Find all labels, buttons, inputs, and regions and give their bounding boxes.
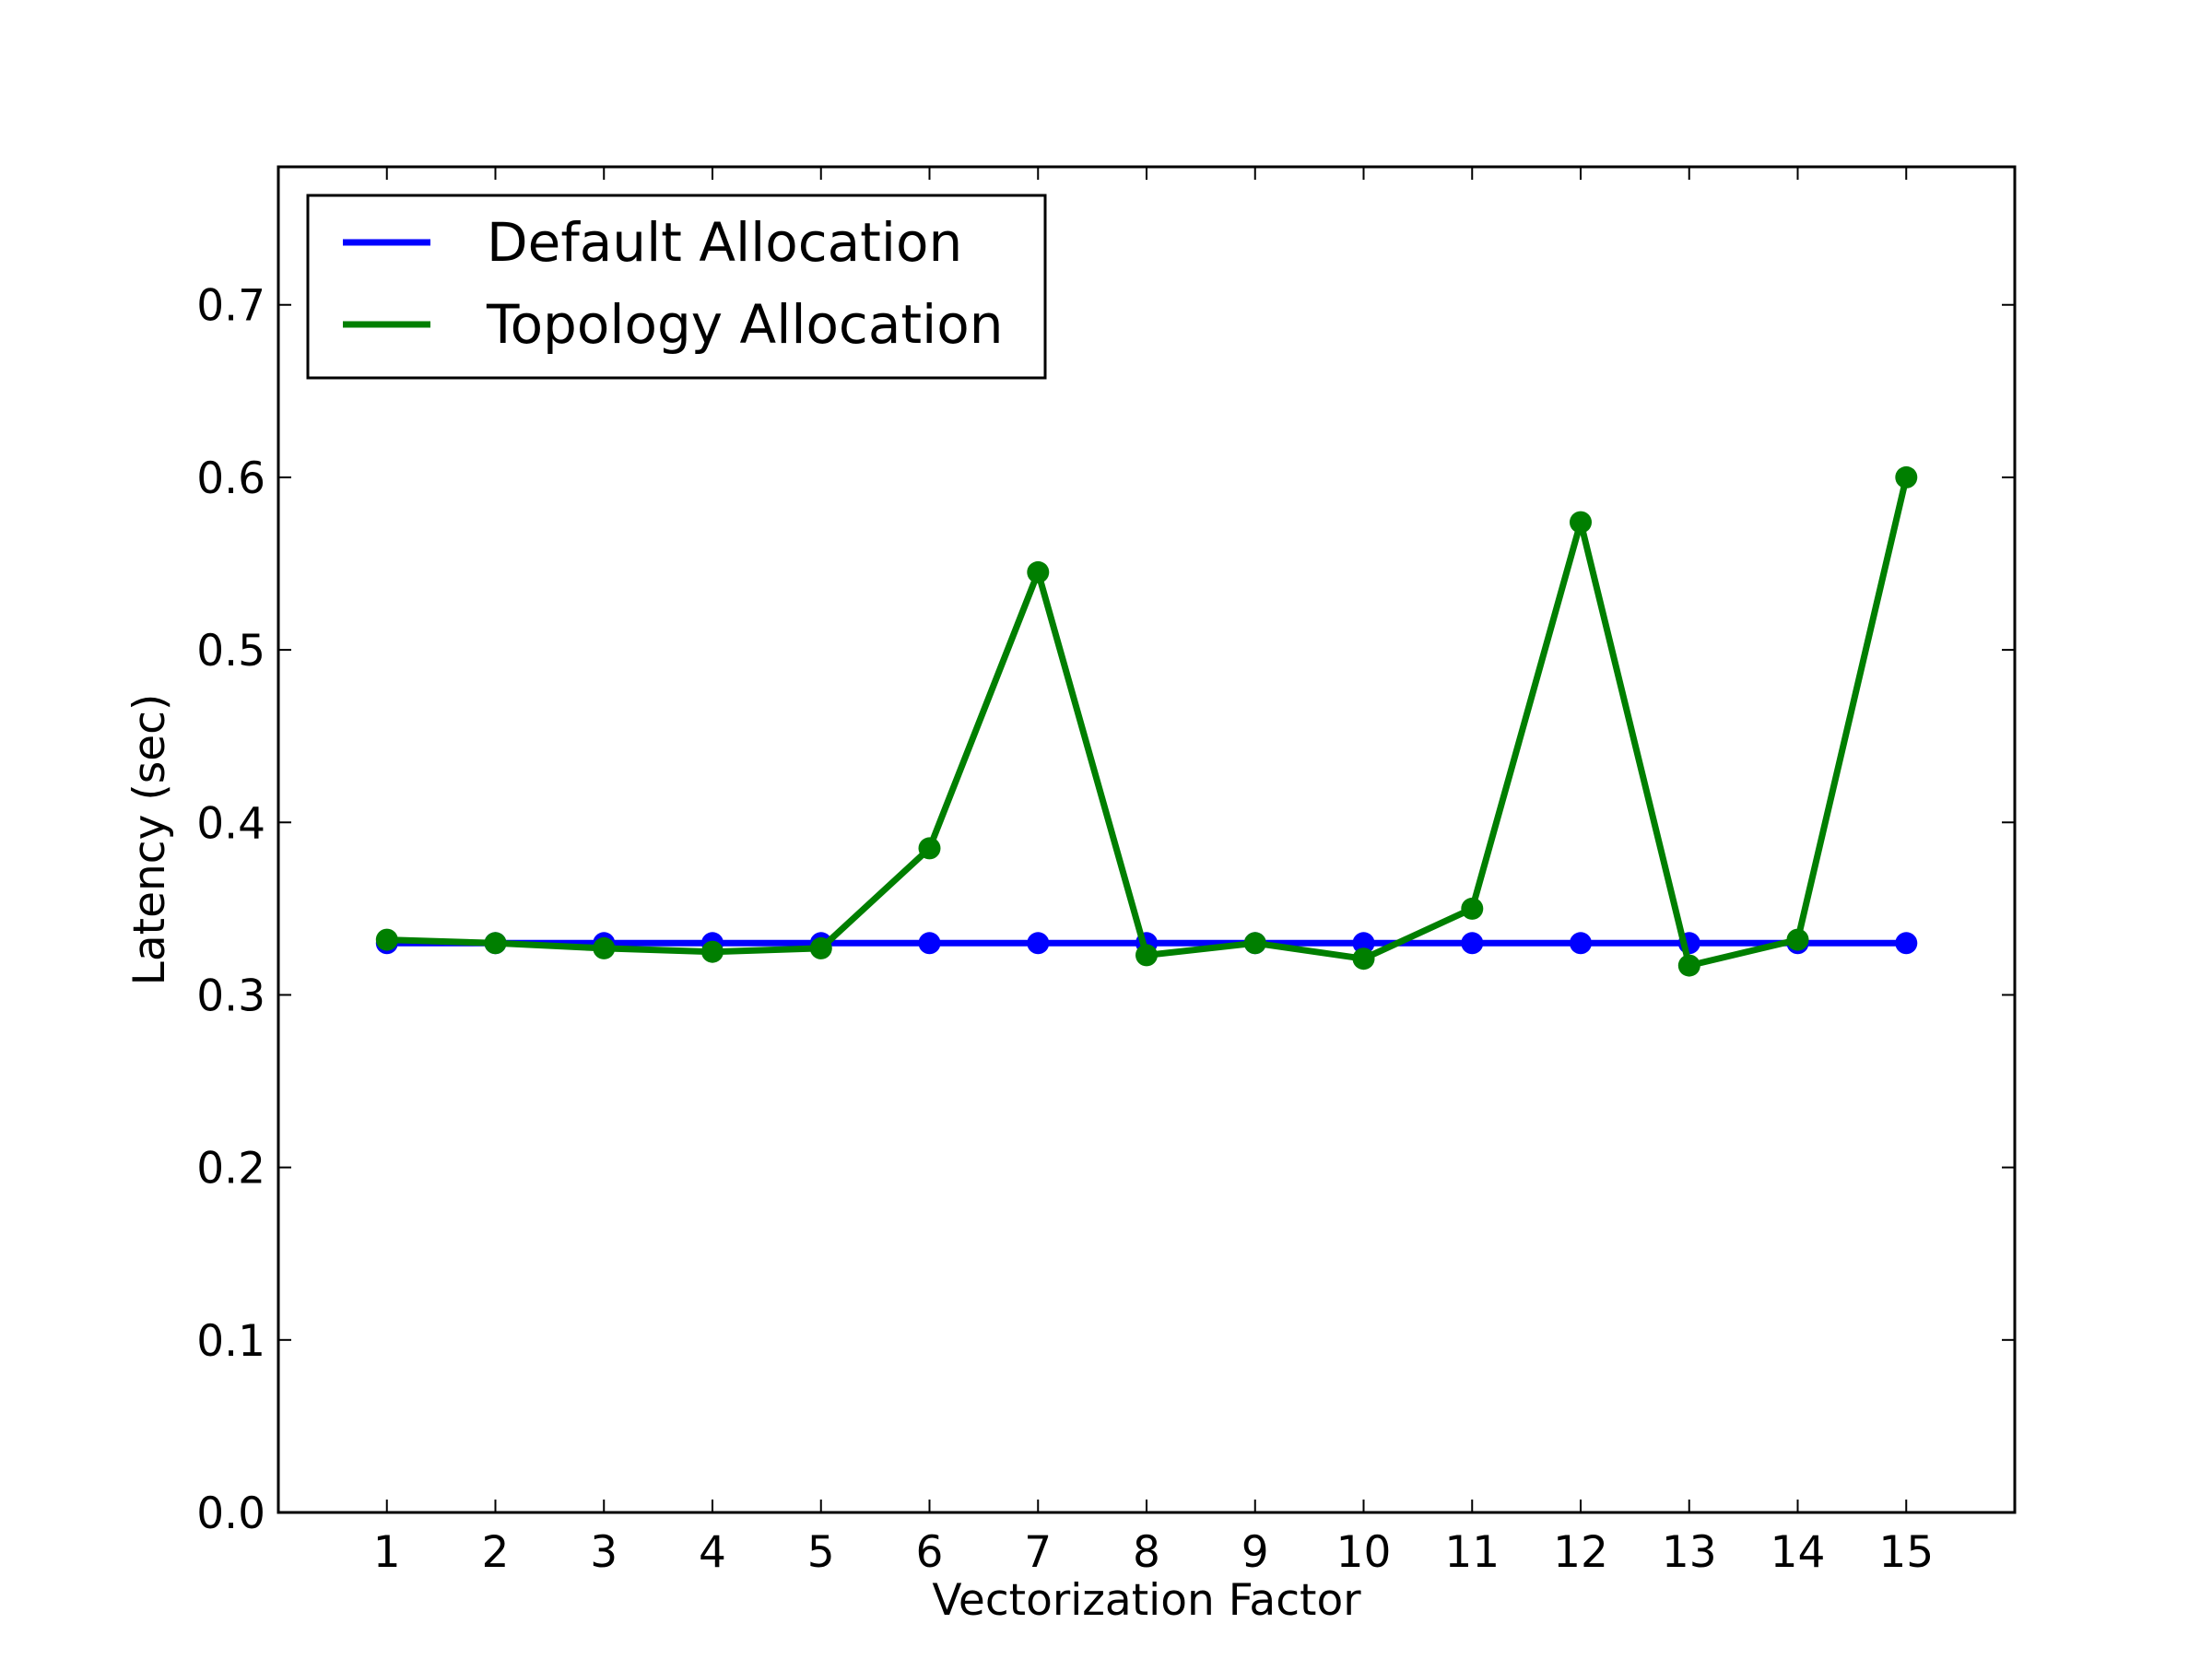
legend-label-topology-allocation: Topology Allocation: [486, 293, 1003, 356]
y-axis-label: Latency (sec): [124, 694, 175, 986]
data-point-topology-allocation-2: [484, 932, 507, 955]
y-tick-label: 0.2: [196, 1144, 265, 1194]
y-tick-label: 0.4: [196, 798, 265, 849]
ticks-layer: [278, 167, 2015, 1513]
data-point-topology-allocation-14: [1786, 928, 1809, 951]
plot-area: [278, 167, 2015, 1512]
x-tick-label: 2: [482, 1527, 510, 1578]
data-point-topology-allocation-5: [809, 936, 832, 959]
data-point-topology-allocation-4: [701, 940, 724, 963]
x-tick-label: 11: [1444, 1527, 1500, 1578]
x-tick-label: 9: [1241, 1527, 1269, 1578]
data-point-default-allocation-6: [918, 932, 941, 955]
data-point-default-allocation-10: [1352, 932, 1375, 955]
data-point-default-allocation-11: [1461, 932, 1484, 955]
x-tick-label: 10: [1336, 1527, 1392, 1578]
data-point-topology-allocation-1: [375, 928, 398, 951]
data-point-topology-allocation-12: [1570, 511, 1592, 534]
legend: Default Allocation Topology Allocation: [306, 194, 1047, 380]
x-axis-label: Vectorization Factor: [932, 1575, 1361, 1626]
data-point-default-allocation-15: [1895, 932, 1918, 955]
y-tick-label: 0.3: [196, 971, 265, 1021]
data-point-topology-allocation-7: [1027, 560, 1050, 583]
x-tick-label: 15: [1878, 1527, 1934, 1578]
plot-frame: [276, 165, 2017, 1514]
legend-label-default-allocation: Default Allocation: [487, 211, 962, 274]
data-point-topology-allocation-3: [593, 936, 616, 959]
y-tick-label: 0.6: [196, 453, 265, 504]
x-tick-label: 7: [1024, 1527, 1052, 1578]
x-tick-label: 13: [1662, 1527, 1717, 1578]
data-point-topology-allocation-10: [1352, 947, 1375, 971]
data-point-topology-allocation-9: [1243, 932, 1266, 955]
x-tick-label: 8: [1133, 1527, 1160, 1578]
x-tick-label: 4: [699, 1527, 726, 1578]
x-tick-label: 5: [807, 1527, 835, 1578]
data-point-topology-allocation-15: [1895, 465, 1918, 488]
x-tick-label: 6: [916, 1527, 944, 1578]
x-tick-label: 12: [1553, 1527, 1608, 1578]
x-tick-label: 1: [373, 1527, 401, 1578]
x-tick-label: 14: [1771, 1527, 1826, 1578]
labels-layer: 1 2 3 4 5 6 7 8 9 10 11 12 13 14 150.00.10.20.30.40.50…: [196, 281, 1934, 1578]
data-point-default-allocation-12: [1570, 932, 1592, 955]
data-point-topology-allocation-6: [918, 837, 941, 860]
data-point-topology-allocation-13: [1677, 954, 1700, 977]
data-point-topology-allocation-11: [1461, 897, 1484, 920]
data-point-topology-allocation-8: [1135, 944, 1158, 967]
series-topology-allocation: [375, 465, 1918, 977]
y-tick-label: 0.0: [196, 1488, 265, 1539]
y-tick-label: 0.7: [196, 281, 265, 332]
series-layer: [375, 465, 1918, 977]
data-point-default-allocation-7: [1027, 932, 1050, 955]
y-tick-label: 0.1: [196, 1316, 265, 1367]
legend-box: [306, 194, 1047, 380]
x-tick-label: 3: [590, 1527, 618, 1578]
y-tick-label: 0.5: [196, 626, 265, 677]
